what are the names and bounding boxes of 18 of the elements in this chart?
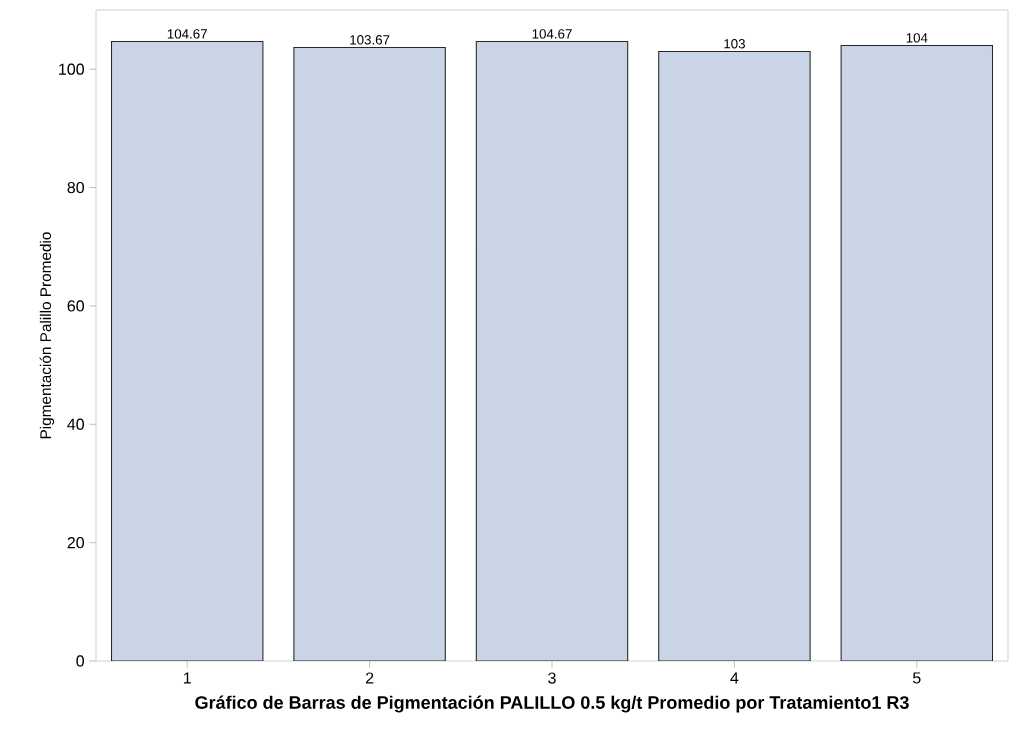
x-tick-label: 2	[365, 672, 374, 684]
data-label: 104.67	[532, 29, 572, 39]
x-tick-label: 5	[913, 672, 921, 684]
x-axis-title: Gráfico de Barras de Pigmentación PALILLO 0.5 kg/t Promedio por Tratamiento1 R3	[195, 695, 909, 713]
x-tick-label: 4	[730, 672, 739, 684]
y-tick-label: 40	[67, 418, 85, 430]
data-label: 103	[724, 39, 745, 49]
data-label: 104	[906, 33, 928, 43]
x-tick-label: 3	[548, 672, 556, 684]
y-tick-label: 80	[67, 181, 85, 194]
y-tick-label: 60	[67, 300, 85, 312]
y-tick-label: 100	[59, 63, 84, 75]
y-tick-label: 0	[76, 655, 85, 667]
data-label: 104.67	[167, 29, 207, 39]
data-label: 103.67	[350, 35, 390, 45]
x-tick-label: 1	[183, 672, 191, 684]
y-tick-label: 20	[67, 536, 85, 549]
y-axis-title: Pigmentación Palillo Promedio	[39, 232, 55, 439]
